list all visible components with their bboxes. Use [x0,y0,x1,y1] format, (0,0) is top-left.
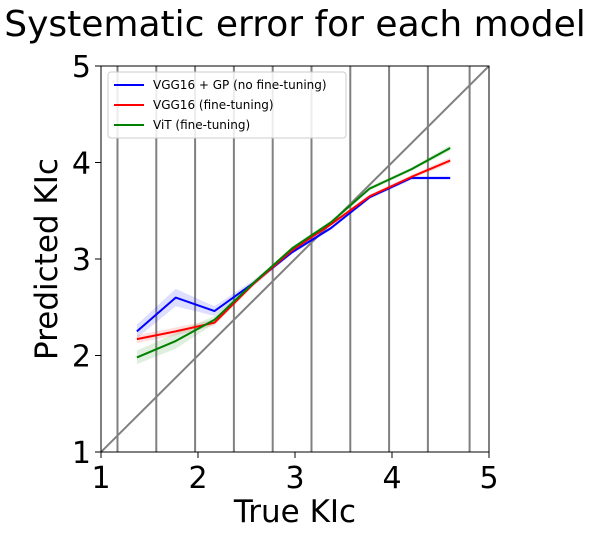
x-tick-label-4: 5 [479,461,498,496]
y-tick-label-1: 2 [72,340,91,375]
legend-label-2: ViT (fine-tuning) [153,118,250,132]
series-line-1 [136,159,451,341]
reference-line [101,66,489,452]
series-line-0 [136,176,451,333]
legend-box [107,71,347,139]
series-band-0 [136,176,451,339]
x-tick-label-1: 2 [188,461,207,496]
x-axis-label: True KIc [233,494,356,530]
y-axis-label: Predicted KIc [29,158,65,360]
x-tick-label-2: 3 [285,461,304,496]
series-line-2 [136,147,451,359]
x-tick-label-3: 4 [382,461,401,496]
y-tick-label-3: 4 [72,147,91,182]
legend: VGG16 + GP (no fine-tuning) VGG16 (fine-t… [107,71,347,139]
x-tick-label-0: 1 [91,461,110,496]
chart-title: Systematic error for each model [4,4,586,45]
legend-label-0: VGG16 + GP (no fine-tuning) [153,78,327,92]
y-tick-label-0: 1 [72,436,91,471]
y-tick-label-2: 3 [72,243,91,278]
series-band-2 [136,145,451,365]
legend-label-1: VGG16 (fine-tuning) [153,98,274,112]
y-tick-label-4: 5 [72,50,91,85]
